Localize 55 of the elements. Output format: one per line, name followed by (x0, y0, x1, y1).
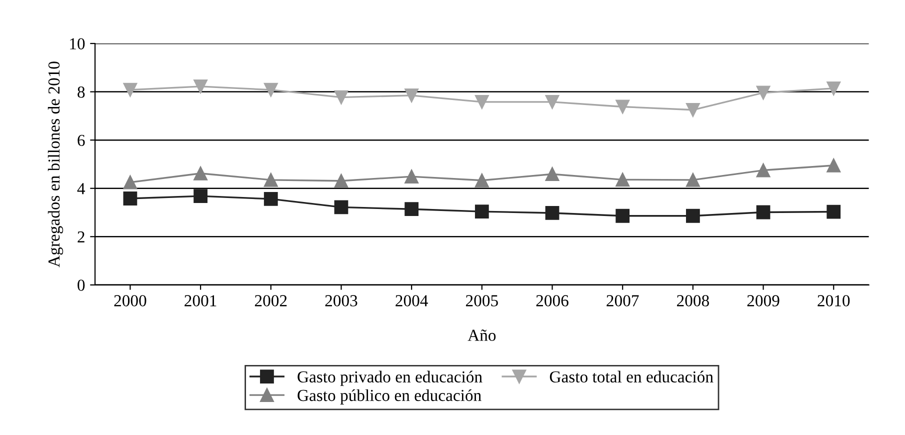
point (334, 200, 348, 214)
x-tick-label: 2007 (606, 295, 639, 306)
point (686, 208, 700, 223)
point (545, 94, 560, 109)
point (686, 102, 700, 117)
point (474, 173, 489, 188)
legend-label: Gasto privado en educación (298, 370, 482, 386)
point (616, 172, 630, 187)
point (404, 202, 419, 216)
y-tick-label: 0 (78, 280, 85, 291)
x-tick-label: 2000 (114, 295, 146, 306)
x-tick-label: 2005 (466, 295, 498, 306)
x-tick-label: 2003 (325, 295, 358, 306)
point (123, 175, 138, 190)
x-tick-label: 2008 (677, 295, 709, 306)
point (123, 192, 138, 206)
point (826, 81, 841, 96)
point (264, 172, 278, 187)
y-tick-label: 6 (78, 134, 85, 146)
point (616, 208, 630, 223)
point (545, 167, 560, 182)
point (616, 100, 630, 114)
point (474, 94, 489, 109)
y-axis-title: Agregados en billones de 2010 (48, 62, 64, 268)
point (194, 80, 208, 94)
point (194, 189, 208, 204)
point (756, 205, 770, 220)
y-tick-label: 4 (77, 183, 86, 194)
x-tick-label: 2004 (396, 295, 428, 306)
point (194, 166, 208, 180)
x-tick-label: 2009 (747, 295, 780, 306)
x-tick-label: 2006 (536, 295, 568, 306)
x-tick-label: 2010 (818, 295, 850, 306)
y-tick-label: 2 (78, 231, 84, 242)
point (264, 82, 278, 97)
point (826, 204, 841, 219)
point (756, 86, 770, 100)
x-tick-label: 2001 (184, 295, 216, 306)
x-axis-title: Año (468, 330, 496, 341)
point (474, 204, 489, 218)
point (404, 88, 419, 102)
point (826, 158, 841, 172)
point (123, 82, 138, 97)
point (334, 174, 348, 188)
y-tick-label: 8 (78, 86, 85, 98)
point (404, 170, 419, 184)
point (686, 172, 700, 187)
point (545, 206, 560, 220)
point (334, 90, 348, 104)
legend-label: Gasto total en educación (550, 370, 714, 383)
point (756, 163, 770, 178)
legend-label: Gasto público en educación (298, 389, 482, 404)
x-tick-label: 2002 (254, 295, 287, 306)
point (264, 192, 278, 206)
y-tick-label: 10 (70, 38, 85, 50)
